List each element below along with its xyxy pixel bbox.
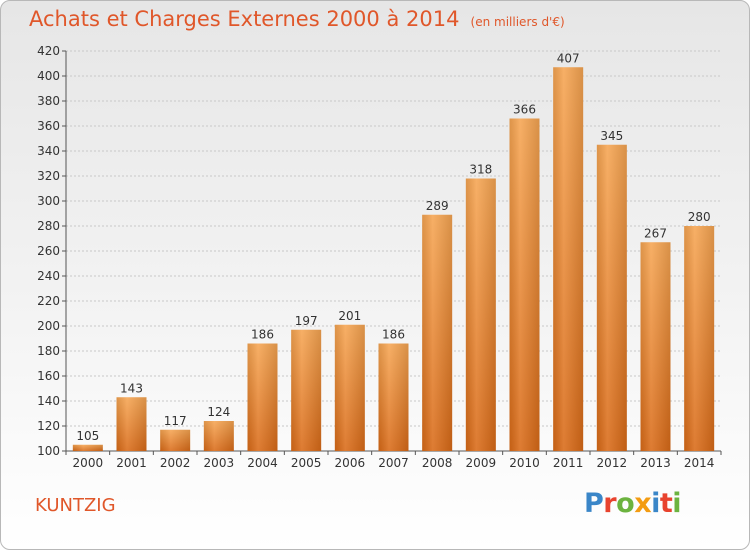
y-tick-label: 100 <box>37 444 60 458</box>
y-tick-label: 220 <box>37 294 60 308</box>
bar-shade <box>203 421 234 451</box>
data-label: 124 <box>207 405 230 419</box>
bar-shade <box>684 226 715 451</box>
y-tick-label: 420 <box>37 44 60 58</box>
y-tick-label: 180 <box>37 344 60 358</box>
data-label: 197 <box>295 314 318 328</box>
bars <box>72 67 715 451</box>
bar-shade <box>596 144 627 451</box>
y-tick-label: 340 <box>37 144 60 158</box>
data-label: 318 <box>469 163 492 177</box>
data-label: 143 <box>120 381 143 395</box>
y-tick-label: 240 <box>37 269 60 283</box>
x-tick-label: 2005 <box>291 456 322 470</box>
data-label: 366 <box>513 103 536 117</box>
y-tick-label: 260 <box>37 244 60 258</box>
x-tick-label: 2011 <box>553 456 584 470</box>
commune-name: KUNTZIG <box>35 495 116 516</box>
y-tick-label: 160 <box>37 369 60 383</box>
x-tick-label: 2009 <box>466 456 497 470</box>
bar-shade <box>116 397 147 451</box>
logo-letter: P <box>584 488 604 519</box>
x-tick-label: 2014 <box>684 456 715 470</box>
data-label: 267 <box>644 226 667 240</box>
logo-letter: t <box>659 488 673 519</box>
data-label: 280 <box>688 210 711 224</box>
bar-shade <box>72 444 103 451</box>
chart-title-text: Achats et Charges Externes 2000 à 2014 <box>29 7 460 31</box>
x-tick-label: 2001 <box>116 456 147 470</box>
data-label: 201 <box>338 309 361 323</box>
y-tick-label: 320 <box>37 169 60 183</box>
y-tick-label: 200 <box>37 319 60 333</box>
x-tick-label: 2010 <box>509 456 540 470</box>
x-tick-label: 2003 <box>204 456 235 470</box>
logo-letter: o <box>616 488 635 519</box>
logo-letter: i <box>672 488 682 519</box>
x-tick-label: 2004 <box>247 456 278 470</box>
bar-shade <box>640 242 671 451</box>
chart-unit: (en milliers d'€) <box>470 15 565 29</box>
proxiti-logo: Proxiti <box>584 488 682 519</box>
bar-shade <box>465 178 496 451</box>
data-label: 345 <box>600 129 623 143</box>
y-tick-label: 300 <box>37 194 60 208</box>
value-labels: 105 143 117 124 186 197 201 186 289 318 366 407 345 2… <box>76 51 710 443</box>
x-tick-label: 2013 <box>640 456 671 470</box>
bar-shade <box>378 343 409 451</box>
bar-shade <box>247 343 278 451</box>
x-tick-label: 2006 <box>335 456 366 470</box>
bar-shade <box>509 118 540 451</box>
x-tick-label: 2008 <box>422 456 453 470</box>
logo-letter: r <box>603 488 617 519</box>
bar-shade <box>291 329 322 451</box>
data-label: 117 <box>164 414 187 428</box>
x-tick-label: 2012 <box>597 456 628 470</box>
data-label: 407 <box>557 51 580 65</box>
y-tick-label: 380 <box>37 94 60 108</box>
data-label: 186 <box>382 328 405 342</box>
bar-shade <box>334 324 365 451</box>
logo-letter: x <box>634 488 652 519</box>
x-tick-label: 2002 <box>160 456 191 470</box>
data-label: 186 <box>251 328 274 342</box>
data-label: 105 <box>76 429 99 443</box>
y-tick-label: 360 <box>37 119 60 133</box>
chart-title: Achats et Charges Externes 2000 à 2014 (… <box>29 7 565 31</box>
logo-letter: i <box>651 488 660 519</box>
data-label: 289 <box>426 199 449 213</box>
y-tick-label: 280 <box>37 219 60 233</box>
y-tick-label: 140 <box>37 394 60 408</box>
bar-shade <box>422 214 453 451</box>
y-tick-label: 120 <box>37 419 60 433</box>
axes: 100 120 140 160 180 200 220 240 260 280 300 320 340 3… <box>37 44 722 470</box>
x-tick-label: 2007 <box>378 456 409 470</box>
bar-shade <box>160 429 191 451</box>
x-tick-label: 2000 <box>73 456 104 470</box>
bar-shade <box>553 67 584 451</box>
y-tick-label: 400 <box>37 69 60 83</box>
